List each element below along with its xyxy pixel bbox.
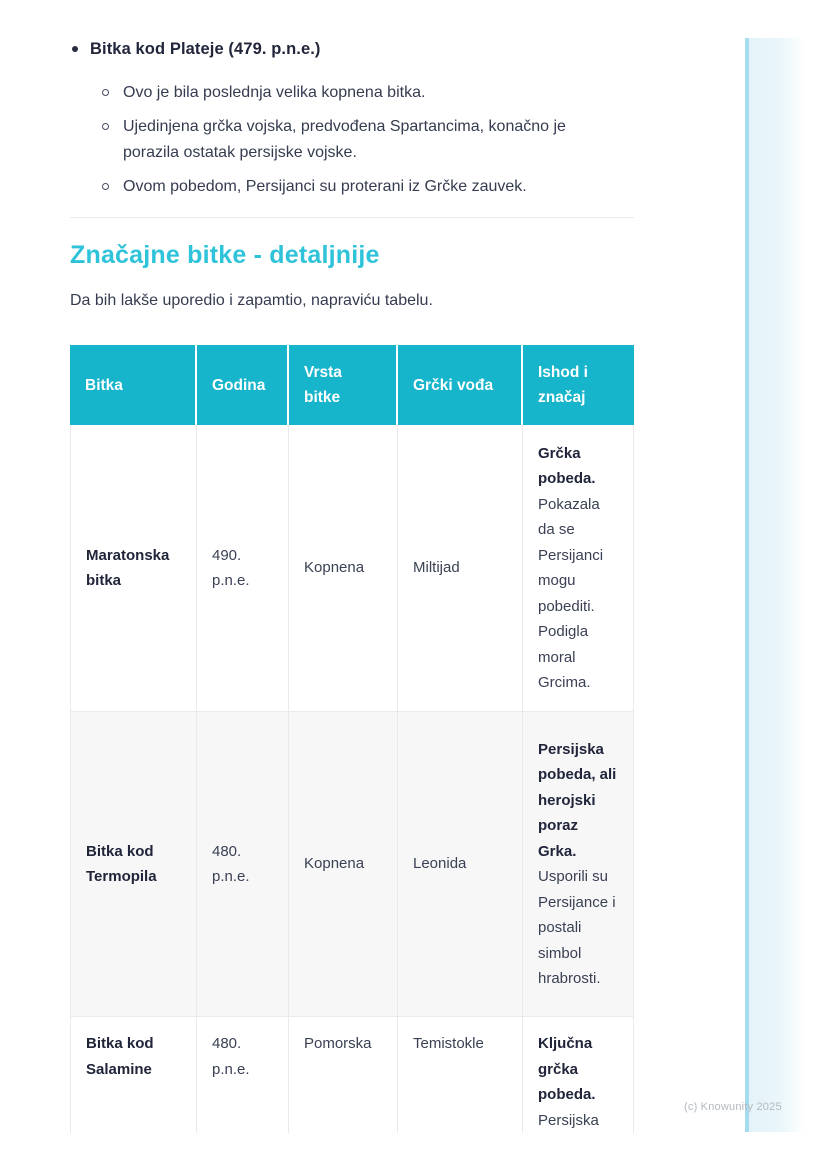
column-header-vrsta: Vrsta bitke bbox=[289, 345, 398, 425]
cell-voda: Temistokle bbox=[398, 1017, 523, 1133]
list-item: Ujedinjena grčka vojska, predvođena Spar… bbox=[102, 114, 605, 166]
cell-vrsta: Pomorska bbox=[289, 1017, 398, 1133]
battle-bullet-list: Bitka kod Plateje (479. p.n.e.) Ovo je b… bbox=[72, 38, 624, 200]
outcome-bold: Grčka pobeda. bbox=[538, 444, 596, 488]
bullet-icon bbox=[72, 46, 78, 52]
cell-bitka: Bitka kod Termopila bbox=[70, 712, 197, 1017]
outcome-text: Pokazala da se Persijanci mogu pobediti.… bbox=[538, 495, 604, 692]
cell-ishod: Grčka pobeda. Pokazala da se Persijanci … bbox=[523, 425, 634, 712]
battle-detail-list: Ovo je bila poslednja velika kopnena bit… bbox=[90, 80, 605, 200]
outcome-text: Usporili su Persijance i postali simbol … bbox=[538, 868, 616, 987]
cell-ishod: Ključna grčka pobeda. Persijska bbox=[523, 1017, 634, 1133]
list-item: Bitka kod Plateje (479. p.n.e.) Ovo je b… bbox=[72, 38, 624, 200]
list-item: Ovo je bila poslednja velika kopnena bit… bbox=[102, 80, 605, 106]
detail-text: Ujedinjena grčka vojska, predvođena Spar… bbox=[123, 118, 566, 161]
battle-title: Bitka kod Plateje (479. p.n.e.) bbox=[90, 40, 321, 58]
cell-voda: Miltijad bbox=[398, 425, 523, 712]
table-row: Maratonska bitka 490. p.n.e. Kopnena Mil… bbox=[70, 425, 634, 712]
battle-entry: Bitka kod Plateje (479. p.n.e.) Ovo je b… bbox=[90, 38, 605, 200]
outcome-text: Persijska bbox=[538, 1111, 599, 1129]
list-item: Ovom pobedom, Persijanci su proterani iz… bbox=[102, 174, 605, 200]
section-intro: Da bih lakše uporedio i zapamtio, naprav… bbox=[70, 292, 433, 309]
circle-bullet-icon bbox=[102, 123, 109, 130]
table-header-row: Bitka Godina Vrsta bitke Grčki vođa Isho… bbox=[70, 345, 634, 425]
column-header-godina: Godina bbox=[197, 345, 289, 425]
column-header-ishod: Ishod i značaj bbox=[523, 345, 634, 425]
cell-godina: 480. p.n.e. bbox=[197, 712, 289, 1017]
circle-bullet-icon bbox=[102, 183, 109, 190]
outcome-bold: Ključna grčka pobeda. bbox=[538, 1035, 596, 1103]
cell-bitka: Maratonska bitka bbox=[70, 425, 197, 712]
table-row: Bitka kod Termopila 480. p.n.e. Kopnena … bbox=[70, 712, 634, 1017]
column-header-bitka: Bitka bbox=[70, 345, 197, 425]
scrollbar-track[interactable] bbox=[745, 38, 805, 1132]
scrollbar-thumb[interactable] bbox=[745, 38, 749, 1132]
detail-text: Ovo je bila poslednja velika kopnena bit… bbox=[123, 84, 426, 101]
cell-bitka: Bitka kod Salamine bbox=[70, 1017, 197, 1133]
cell-godina: 490. p.n.e. bbox=[197, 425, 289, 712]
section-heading: Značajne bitke - detaljnije bbox=[70, 241, 380, 269]
cell-vrsta: Kopnena bbox=[289, 425, 398, 712]
battles-table-container: Bitka Godina Vrsta bitke Grčki vođa Isho… bbox=[70, 345, 636, 1133]
cell-godina: 480. p.n.e. bbox=[197, 1017, 289, 1133]
cell-voda: Leonida bbox=[398, 712, 523, 1017]
column-header-voda: Grčki vođa bbox=[398, 345, 523, 425]
circle-bullet-icon bbox=[102, 89, 109, 96]
detail-text: Ovom pobedom, Persijanci su proterani iz… bbox=[123, 178, 527, 195]
section-divider bbox=[70, 217, 634, 218]
copyright-watermark: (c) Knowunity 2025 bbox=[684, 1101, 782, 1113]
cell-ishod: Persijska pobeda, ali herojski poraz Grk… bbox=[523, 712, 634, 1017]
battles-table: Bitka Godina Vrsta bitke Grčki vođa Isho… bbox=[70, 345, 634, 1133]
table-row: Bitka kod Salamine 480. p.n.e. Pomorska … bbox=[70, 1017, 634, 1133]
cell-vrsta: Kopnena bbox=[289, 712, 398, 1017]
outcome-bold: Persijska pobeda, ali herojski poraz Grk… bbox=[538, 740, 617, 860]
